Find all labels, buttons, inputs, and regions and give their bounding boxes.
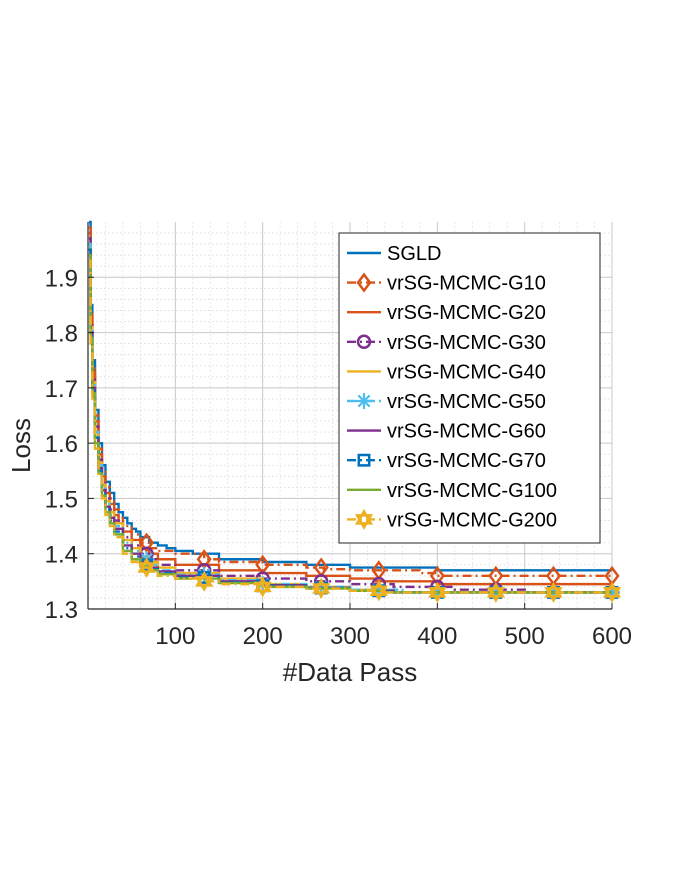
legend-label: vrSG-MCMC-G50 [387, 391, 546, 413]
x-tick-label: 200 [243, 623, 283, 650]
legend: SGLD vrSG-MCMC-G10 vrSG-MCMC-G20 vrSG-MCMC-… [338, 232, 601, 544]
hexagram-marker-up [253, 576, 272, 593]
hexagram-marker-up [354, 508, 374, 525]
legend-label: vrSG-MCMC-G70 [387, 450, 546, 472]
hexagram-marker-up [137, 557, 156, 573]
legend-entry: vrSG-MCMC-G50 [347, 391, 546, 413]
hexagram-marker-down [428, 587, 447, 603]
hexagram-marker-down [369, 585, 388, 602]
y-tick-label: 1.4 [45, 542, 78, 569]
y-tick-label: 1.6 [45, 431, 78, 458]
legend-label: vrSG-MCMC-G40 [387, 361, 546, 383]
legend-entry: vrSG-MCMC-G60 [347, 421, 546, 443]
legend-entry: vrSG-MCMC-G40 [347, 361, 546, 383]
circle-marker [356, 334, 372, 350]
series-group [88, 220, 622, 603]
x-tick-label: 300 [330, 623, 370, 650]
series-line [88, 259, 612, 594]
legend-entry: vrSG-MCMC-G20 [347, 302, 546, 324]
legend-entry: vrSG-MCMC-G10 [347, 272, 546, 295]
hexagram-marker-down [544, 587, 563, 603]
y-tick-label: 1.5 [45, 486, 78, 513]
hexagram-marker-down [312, 583, 331, 600]
hexagram-marker-up [602, 581, 622, 598]
legend-label: vrSG-MCMC-G200 [387, 509, 557, 531]
hexagram-marker-up [195, 570, 214, 587]
legend-label: vrSG-MCMC-G20 [387, 302, 546, 324]
series-vrsg-mcmc-g200 [88, 259, 622, 603]
legend-box [338, 232, 601, 544]
legend-label: vrSG-MCMC-G30 [387, 332, 546, 354]
hexagram-marker-up [544, 581, 563, 598]
diamond-marker [138, 532, 155, 553]
x-axis-label: #Data Pass [283, 657, 417, 687]
legend-entry: SGLD [347, 243, 441, 265]
x-tick-label: 500 [505, 623, 545, 650]
x-tick-label: 400 [417, 623, 457, 650]
hexagram-marker-down [354, 514, 374, 530]
axes [87, 222, 613, 610]
legend-entry: vrSG-MCMC-G200 [347, 508, 557, 531]
hexagram-marker-down [137, 562, 156, 579]
asterisk-marker-stroke [357, 394, 371, 408]
y-tick-label: 1.9 [45, 265, 78, 292]
tick-labels: 100 200 300 400 500 600 1.3 1.4 1.5 1.6 1.7 1.8 1.9 [45, 265, 632, 650]
hexagram-marker-up [486, 581, 505, 598]
hexagram-marker-down [195, 576, 214, 592]
legend-label: vrSG-MCMC-G10 [387, 273, 546, 295]
x-tick-label: 600 [592, 623, 632, 650]
hexagram-marker-up [312, 578, 331, 594]
legend-entry: vrSG-MCMC-G30 [347, 332, 546, 354]
hexagram-marker-up [369, 580, 388, 597]
y-tick-label: 1.8 [45, 321, 78, 348]
square-marker [357, 453, 371, 467]
hexagram-marker-down [486, 587, 505, 603]
legend-label: vrSG-MCMC-G100 [387, 480, 557, 502]
y-tick-label: 1.7 [45, 376, 78, 403]
y-axis-label: Loss [6, 418, 36, 473]
legend-entry: vrSG-MCMC-G70 [347, 450, 546, 472]
x-tick-label: 100 [155, 623, 195, 650]
diamond-marker [356, 272, 372, 293]
hexagram-marker-down [602, 587, 622, 603]
legend-label: SGLD [387, 243, 441, 265]
legend-entry: vrSG-MCMC-G100 [347, 480, 557, 502]
hexagram-marker-up [428, 581, 447, 598]
y-tick-label: 1.3 [45, 597, 78, 624]
hexagram-marker-down [253, 581, 272, 598]
legend-label: vrSG-MCMC-G60 [387, 421, 546, 443]
